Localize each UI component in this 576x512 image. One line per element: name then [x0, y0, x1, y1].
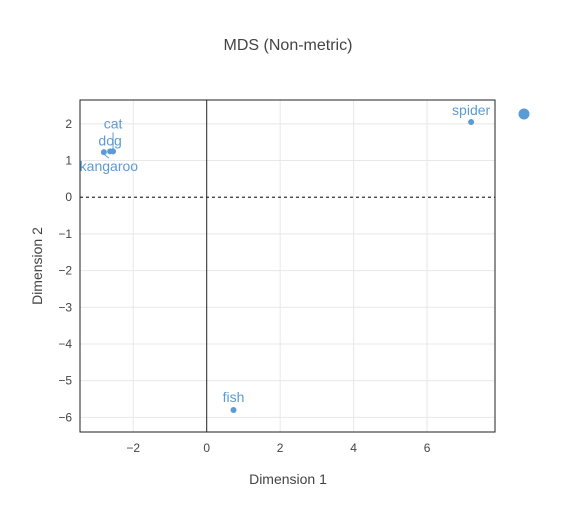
y-tick-label: −4 — [58, 337, 72, 351]
data-points — [100, 119, 475, 413]
zero-lines — [80, 100, 495, 432]
y-tick-label: −6 — [58, 410, 72, 424]
grid-lines — [80, 100, 495, 432]
point-spider[interactable] — [468, 119, 475, 126]
y-tick-label: −3 — [58, 300, 72, 314]
y-tick-label: 2 — [65, 117, 72, 131]
point-label-cat: cat — [104, 115, 123, 131]
x-axis-title: Dimension 1 — [249, 471, 327, 487]
y-axis-title: Dimension 2 — [29, 227, 45, 305]
x-tick-label: −2 — [126, 441, 140, 455]
point-fish[interactable] — [230, 406, 237, 413]
x-tick-label: 2 — [277, 441, 284, 455]
x-tick-label: 6 — [424, 441, 431, 455]
x-tick-label: 0 — [203, 441, 210, 455]
chart-title: MDS (Non-metric) — [224, 37, 353, 54]
point-label-dog: dog — [98, 132, 121, 148]
legend-marker[interactable] — [518, 108, 530, 120]
plot-frame — [79, 99, 496, 433]
point-dog[interactable] — [107, 148, 114, 155]
y-tick-label: −2 — [58, 264, 72, 278]
x-tick-label: 4 — [350, 441, 357, 455]
y-tick-label: −1 — [58, 227, 72, 241]
point-label-kangaroo: kangaroo — [80, 158, 139, 174]
point-label-fish: fish — [223, 389, 245, 405]
point-kangaroo[interactable] — [100, 149, 107, 156]
tick-labels: −2 0 2 4 6 −6 −5 −4 −3 −2 −1 0 1 2 — [58, 117, 430, 455]
y-tick-label: 0 — [65, 190, 72, 204]
y-tick-label: 1 — [65, 154, 72, 168]
label-leader-kangaroo — [103, 153, 110, 159]
point-label-spider: spider — [452, 102, 490, 118]
y-tick-label: −5 — [58, 374, 72, 388]
